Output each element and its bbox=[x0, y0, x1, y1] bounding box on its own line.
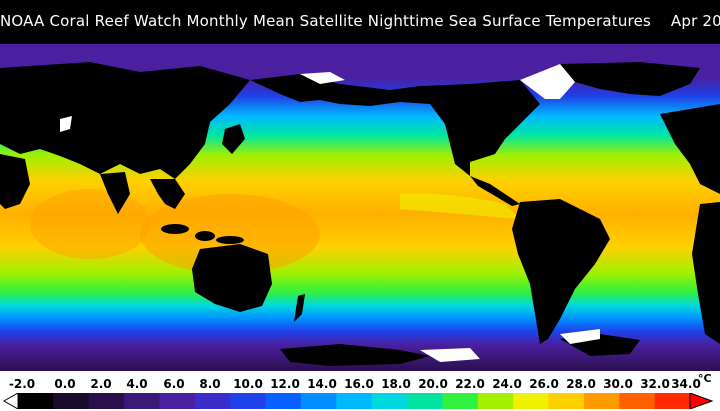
colorbar-cell bbox=[654, 393, 691, 409]
tick-label: 28.0 bbox=[566, 377, 596, 391]
tick-label: 22.0 bbox=[455, 377, 485, 391]
tick-label: 2.0 bbox=[90, 377, 112, 391]
map-title: NOAA Coral Reef Watch Monthly Mean Satel… bbox=[0, 12, 720, 30]
date-label: Apr 2017 bbox=[670, 12, 720, 30]
unit-label: °C bbox=[698, 372, 712, 385]
cold-tongue bbox=[400, 193, 520, 219]
tick-label: 32.0 bbox=[640, 377, 670, 391]
colorbar bbox=[2, 393, 714, 409]
colorbar-cell bbox=[18, 393, 54, 409]
tick-label: 8.0 bbox=[199, 377, 221, 391]
tick-label: 14.0 bbox=[307, 377, 337, 391]
tick-label: 30.0 bbox=[603, 377, 633, 391]
tick-label: 26.0 bbox=[529, 377, 559, 391]
colorbar-cell bbox=[194, 393, 231, 409]
title-text: NOAA Coral Reef Watch Monthly Mean Satel… bbox=[0, 12, 652, 30]
colorbar-cell bbox=[336, 393, 373, 409]
colorbar-cells bbox=[18, 393, 691, 409]
warm-pool-indian bbox=[30, 189, 150, 259]
warm-pool-indo-pacific bbox=[140, 194, 320, 274]
colorbar-cell bbox=[513, 393, 550, 409]
colorbar-cell bbox=[583, 393, 620, 409]
title-bar: NOAA Coral Reef Watch Monthly Mean Satel… bbox=[0, 0, 720, 44]
tick-label: 18.0 bbox=[381, 377, 411, 391]
colorbar-cell bbox=[442, 393, 479, 409]
tick-label: 20.0 bbox=[418, 377, 448, 391]
colorbar-over-arrow bbox=[689, 393, 714, 409]
colorbar-cell bbox=[371, 393, 408, 409]
colorbar-cell bbox=[53, 393, 90, 409]
sst-map bbox=[0, 44, 720, 371]
tick-label: 6.0 bbox=[163, 377, 185, 391]
tick-label: 10.0 bbox=[233, 377, 263, 391]
colorbar-cell bbox=[407, 393, 443, 409]
tick-label: 16.0 bbox=[344, 377, 374, 391]
colorbar-cell bbox=[477, 393, 514, 409]
tick-label: 24.0 bbox=[492, 377, 522, 391]
colorbar-cell bbox=[159, 393, 196, 409]
colorbar-cell bbox=[88, 393, 125, 409]
colorbar-cell bbox=[265, 393, 302, 409]
no-data-areas bbox=[60, 64, 600, 362]
tick-label: 4.0 bbox=[126, 377, 148, 391]
colorbar-under-arrow bbox=[2, 393, 19, 409]
tick-label: 12.0 bbox=[270, 377, 300, 391]
colorbar-cell bbox=[548, 393, 585, 409]
colorbar-cell bbox=[124, 393, 160, 409]
land bbox=[0, 62, 720, 366]
legend: -2.0 0.0 2.0 4.0 6.0 8.0 10.0 12.0 14.0 … bbox=[0, 371, 720, 411]
colorbar-cell bbox=[230, 393, 267, 409]
colorbar-cell bbox=[300, 393, 337, 409]
tick-label: 34.0 bbox=[671, 377, 701, 391]
tick-label: -2.0 bbox=[8, 377, 36, 391]
tick-label: 0.0 bbox=[54, 377, 76, 391]
colorbar-cell bbox=[619, 393, 656, 409]
